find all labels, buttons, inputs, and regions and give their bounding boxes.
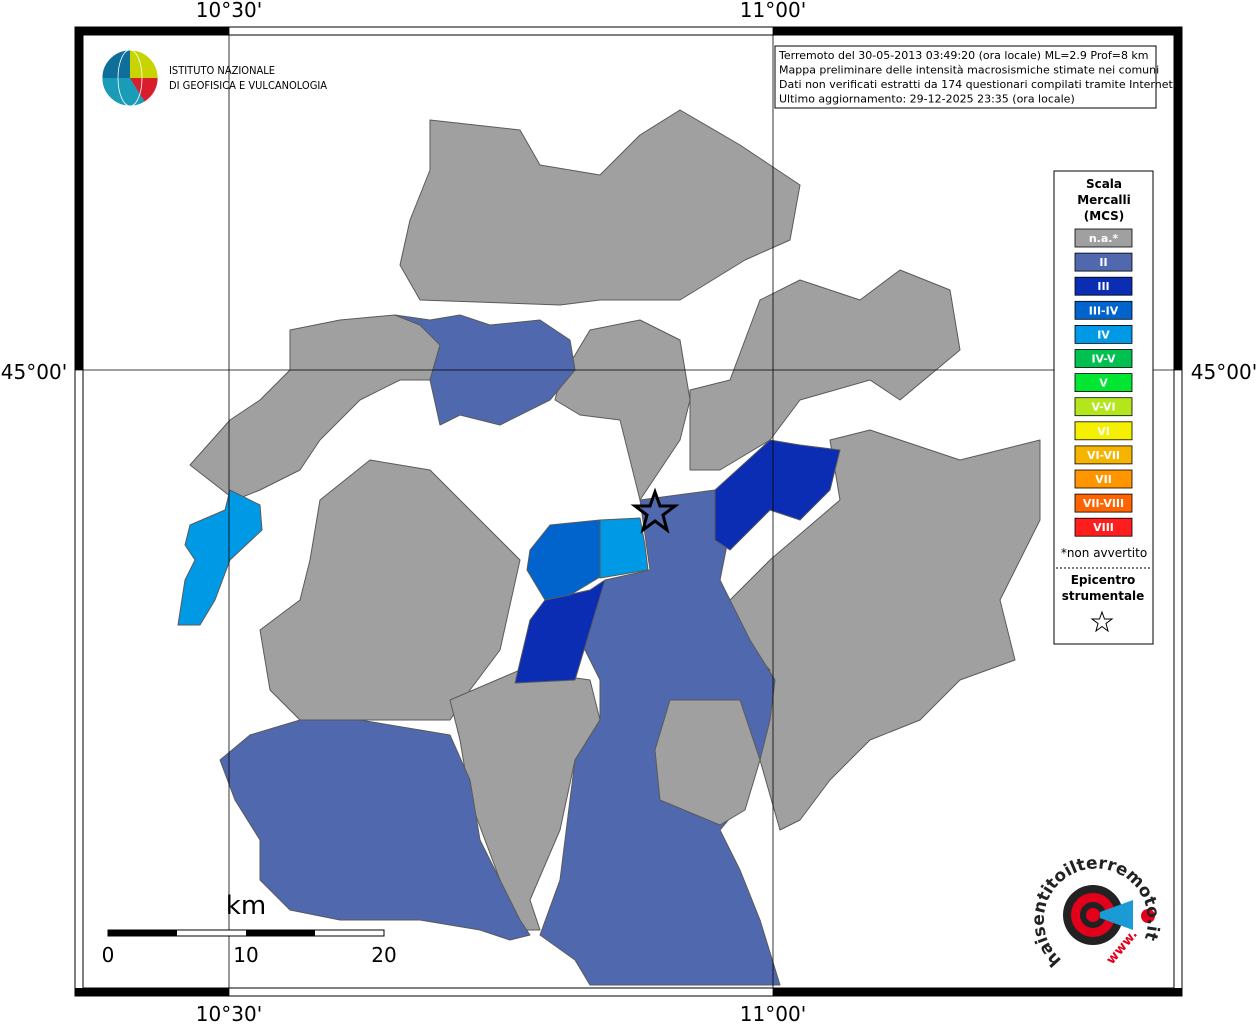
legend-epicenter: strumentale: [1062, 589, 1145, 603]
legend-label: IV: [1097, 328, 1110, 341]
org-name: ISTITUTO NAZIONALE: [169, 64, 275, 77]
legend-swatch: [1074, 517, 1133, 537]
legend-label: VI-VII: [1087, 449, 1120, 462]
legend-label: V-VI: [1091, 401, 1115, 414]
region: [526, 519, 601, 601]
ingv-logo: ISTITUTO NAZIONALE DI GEOFISICA E VULCAN…: [101, 49, 327, 107]
region: [219, 719, 531, 941]
frame-bar: [75, 27, 83, 370]
logo-beam: [1100, 900, 1133, 930]
info-line: Terremoto del 30-05-2013 03:49:20 (ora l…: [778, 49, 1149, 62]
info-line: Dati non verificati estratti da 174 ques…: [779, 78, 1176, 91]
region: [554, 319, 691, 501]
legend-label: VI: [1097, 425, 1110, 438]
scale-label: 10: [233, 943, 258, 967]
legend-title: Scala: [1086, 177, 1122, 191]
coord-label: 45°00': [1191, 360, 1256, 384]
logo-segment: [130, 50, 158, 78]
frame-bar: [773, 27, 1182, 35]
frame-inner: [82, 34, 1175, 989]
scale-segment: [108, 930, 177, 936]
legend-title: (MCS): [1084, 209, 1125, 223]
regions: [177, 109, 1041, 986]
frame-bar: [1174, 27, 1182, 370]
legend-label: III-IV: [1089, 304, 1119, 317]
scale-label: 0: [102, 943, 115, 967]
legend-swatch: [1074, 373, 1133, 393]
legend-label: VII-VIII: [1083, 497, 1124, 510]
legend-swatch: [1074, 252, 1133, 272]
legend-swatch: [1074, 300, 1133, 320]
region: [714, 439, 841, 551]
frame-bar: [773, 988, 1182, 996]
region: [399, 109, 801, 306]
region: [599, 517, 649, 579]
legend-swatch: [1074, 469, 1133, 489]
info-box: [774, 45, 1157, 109]
legend-label: VII: [1095, 473, 1112, 486]
legend-star: [1090, 610, 1114, 633]
legend-label: III: [1097, 280, 1109, 293]
legend-swatch: [1074, 324, 1133, 344]
logo-segment: [102, 50, 130, 78]
frame-bar: [75, 988, 229, 996]
coord-label: 45°00': [1, 360, 67, 384]
legend-label: IV-V: [1091, 353, 1116, 366]
region: [514, 579, 606, 684]
info-lines: Terremoto del 30-05-2013 03:49:20 (ora l…: [778, 49, 1176, 106]
logo-outline: [117, 49, 143, 107]
legend-swatch: [1074, 228, 1133, 248]
logo-ring: [1086, 908, 1100, 922]
legend-swatch: [1074, 349, 1133, 368]
legend-swatch: [1074, 493, 1133, 513]
scale-segment: [246, 930, 315, 936]
legend-swatch: [1074, 397, 1133, 417]
coord-label: 11°00': [740, 1002, 806, 1024]
region: [177, 489, 263, 626]
legend-label: VIII: [1093, 521, 1114, 534]
legend-label: II: [1099, 256, 1107, 269]
info-line: Mappa preliminare delle intensità macros…: [779, 64, 1159, 77]
coord-label: 10°30': [196, 1002, 262, 1024]
logo-dot: [1141, 909, 1155, 923]
org-name: DI GEOFISICA E VULCANOLOGIA: [169, 79, 327, 92]
scale-unit: km: [226, 891, 266, 921]
region: [654, 699, 761, 826]
legend: ScalaMercalli(MCS)n.a.*IIIIIIII-IVIVIV-V…: [1074, 177, 1133, 537]
scale-label: 20: [371, 943, 396, 967]
legend-swatch: [1074, 445, 1133, 465]
legend-swatch: [1074, 421, 1133, 441]
legend-note: *non avvertito: [1061, 546, 1147, 560]
info-line: Ultimo aggiornamento: 29-12-2025 23:35 (…: [779, 93, 1075, 106]
coord-label: 11°00': [740, 0, 806, 22]
epicenter-star: [630, 487, 680, 534]
region: [259, 459, 521, 721]
legend-label: V: [1099, 377, 1108, 390]
legend-title: Mercalli: [1077, 193, 1131, 207]
legend-swatch: [1074, 276, 1133, 296]
coord-label: 10°30': [196, 0, 262, 22]
frame-bar: [75, 27, 229, 35]
legend-label: n.a.*: [1089, 232, 1119, 245]
legend-epicenter: Epicentro: [1071, 573, 1136, 587]
